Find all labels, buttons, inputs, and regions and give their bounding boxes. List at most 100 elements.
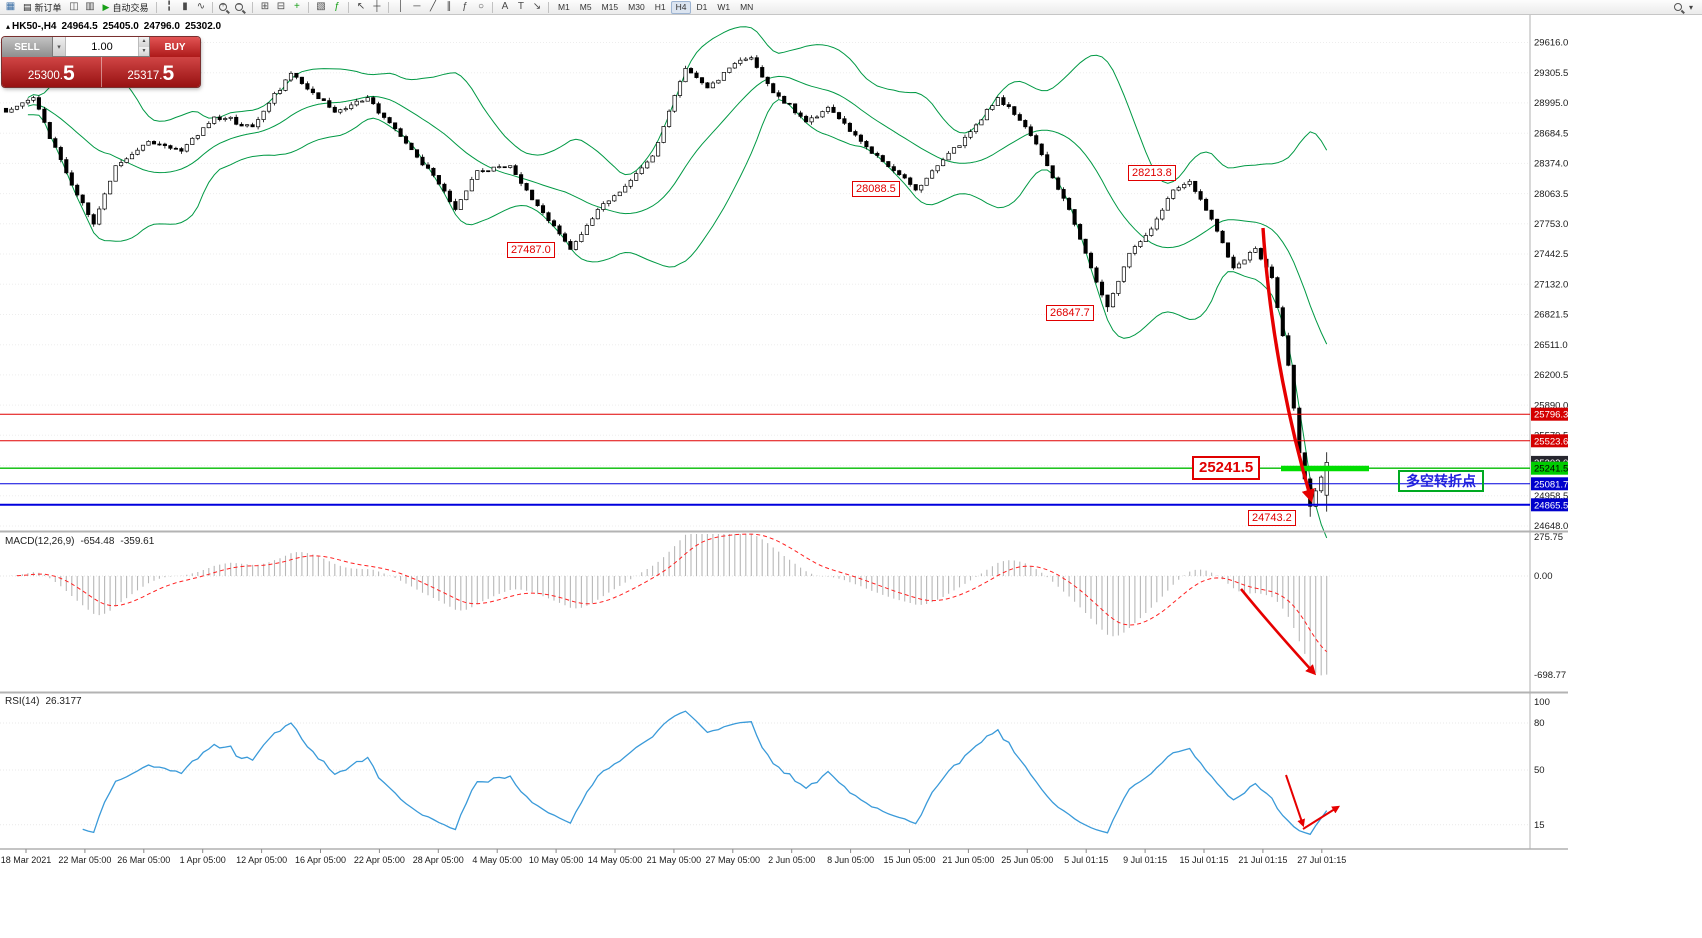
buy-price[interactable]: 25317. 5 — [100, 57, 201, 87]
symbol-icon: ▴ — [6, 22, 11, 31]
timeframe-button-m15[interactable]: M15 — [601, 2, 619, 12]
price-tick-label: 26511.0 — [1534, 340, 1568, 351]
autotrading-button[interactable]: ▶ 自动交易 — [99, 1, 153, 14]
toolbar-options-icon[interactable]: ▾ — [1688, 2, 1693, 12]
price-annotation[interactable]: 27487.0 — [507, 242, 555, 258]
line-chart-icon[interactable]: ∿ — [196, 1, 206, 12]
crosshair-icon[interactable]: ┼ — [373, 1, 381, 12]
indicators-icon[interactable]: ƒ — [334, 1, 340, 12]
chart-canvas[interactable]: 29616.0 29305.5 28995.0 28684.5 28374.0 28063… — [0, 15, 1568, 938]
price-annotation[interactable]: 24743.2 — [1248, 510, 1296, 526]
level-price-tag-text: 25523.6 — [1534, 436, 1568, 447]
zoom-sign: − — [236, 1, 242, 9]
cascade-windows-icon[interactable]: ⊟ — [276, 1, 286, 12]
charts-icon[interactable]: ▦ — [5, 1, 16, 12]
new-order-button-label: 新订单 — [34, 2, 62, 13]
symbol-period: HK50-,H4 — [12, 21, 57, 32]
note-label[interactable]: 多空转折点 — [1398, 470, 1484, 492]
rsi-tick-label: 50 — [1534, 765, 1545, 776]
sell-price[interactable]: 25300. 5 — [27, 62, 75, 86]
level-price-tag — [1531, 407, 1568, 421]
buy-button[interactable]: BUY — [150, 37, 200, 57]
level-price-tag — [1531, 434, 1568, 448]
price-annotation[interactable]: 26847.7 — [1046, 305, 1094, 321]
shapes-icon[interactable]: ○ — [477, 1, 484, 12]
text-tool-icon[interactable]: A — [501, 1, 509, 12]
volume-down-icon[interactable]: ▼ — [139, 46, 149, 56]
time-tick-label: 21 Jul 01:15 — [1238, 855, 1287, 865]
time-tick-label: 18 Mar 2021 — [1, 855, 52, 865]
volume-value[interactable]: 1.00 — [91, 40, 113, 53]
market-watch-icon[interactable]: ◫ — [69, 1, 79, 12]
zoom-out-icon[interactable]: − — [233, 1, 248, 14]
price-tick-label: 29616.0 — [1534, 38, 1568, 49]
cursor-icon[interactable]: ↖ — [356, 1, 366, 12]
price-annotation[interactable]: 28213.8 — [1128, 165, 1176, 181]
rsi-value: 26.3177 — [45, 696, 82, 707]
new-chart-icon[interactable]: + — [294, 1, 300, 12]
low-value: 24796.0 — [143, 21, 180, 32]
price-annotation[interactable]: 25241.5 — [1192, 456, 1261, 480]
new-order-button-icon: ▤ — [23, 1, 32, 12]
search-icon[interactable] — [1673, 3, 1682, 11]
bollinger-bands — [27, 26, 1328, 539]
time-tick-label: 14 May 05:00 — [588, 855, 643, 865]
new-order-button[interactable]: ▤ 新订单 — [19, 1, 66, 14]
toolbar-separator — [308, 1, 310, 13]
time-tick-label: 4 May 05:00 — [472, 855, 522, 865]
timeframe-button-m30[interactable]: M30 — [628, 2, 645, 12]
time-tick-label: 9 Jul 01:15 — [1123, 855, 1167, 865]
trend-arrow[interactable] — [1239, 588, 1317, 676]
time-tick-label: 21 May 05:00 — [647, 855, 702, 865]
templates-icon[interactable]: ▧ — [316, 1, 326, 12]
data-window-icon[interactable]: ▥ — [85, 1, 95, 12]
fibonacci-icon[interactable]: ƒ — [462, 1, 468, 12]
price-tick-label: 29305.5 — [1534, 68, 1568, 79]
tile-windows-icon[interactable]: ⊞ — [260, 1, 270, 12]
trendline-icon[interactable]: ╱ — [429, 1, 436, 12]
level-price-tag — [1531, 477, 1568, 491]
horizontal-line-icon[interactable]: ─ — [413, 1, 421, 12]
close-value: 25302.0 — [184, 21, 222, 32]
timeframe-button-mn[interactable]: MN — [740, 2, 754, 12]
time-tick-label: 25 Jun 05:00 — [1001, 855, 1053, 865]
time-tick-label: 27 May 05:00 — [706, 855, 761, 865]
label-tool-icon[interactable]: T — [517, 1, 525, 12]
price-tick-label: 28374.0 — [1534, 159, 1568, 170]
trend-arrow[interactable] — [1302, 805, 1341, 830]
price-tick-label: 28995.0 — [1534, 98, 1568, 109]
time-tick-label: 1 Apr 05:00 — [180, 855, 226, 865]
channel-icon[interactable]: ∥ — [446, 1, 452, 12]
candlestick-chart-icon[interactable]: ▮ — [182, 1, 188, 12]
time-tick-label: 22 Apr 05:00 — [354, 855, 405, 865]
vertical-line-icon[interactable]: │ — [397, 1, 405, 12]
bar-chart-icon[interactable]: ╏ — [165, 1, 172, 12]
timeframe-button-h4[interactable]: H4 — [671, 0, 691, 14]
price-annotation[interactable]: 28088.5 — [852, 181, 900, 197]
level-price-tag-text: 25796.3 — [1534, 410, 1568, 421]
timeframe-button-d1[interactable]: D1 — [696, 2, 708, 12]
timeframe-button-m5[interactable]: M5 — [579, 2, 592, 12]
toolbar-separator — [548, 1, 550, 13]
price-tick-label: 25890.0 — [1534, 400, 1568, 411]
trend-arrow[interactable] — [1261, 227, 1315, 503]
toolbar-separator — [212, 1, 214, 13]
toolbar-separator — [252, 1, 254, 13]
zoom-in-icon: + — [219, 2, 228, 11]
zoom-in-icon[interactable]: + — [217, 1, 232, 14]
sell-button[interactable]: SELL — [2, 37, 52, 57]
timeframe-button-m1[interactable]: M1 — [557, 2, 570, 12]
time-tick-label: 15 Jun 05:00 — [883, 855, 935, 865]
arrow-tools-icon[interactable]: ↘ — [532, 1, 542, 12]
high-value: 25405.0 — [102, 21, 139, 32]
trend-arrow[interactable] — [1285, 774, 1305, 828]
candlestick-series — [3, 55, 1329, 517]
volume-stepper[interactable]: ▲ ▼ — [138, 37, 149, 56]
autotrading-button-label: 自动交易 — [112, 2, 149, 13]
timeframe-button-w1[interactable]: W1 — [717, 2, 731, 12]
autotrading-button-icon: ▶ — [102, 1, 110, 12]
time-tick-label: 10 May 05:00 — [529, 855, 584, 865]
volume-up-icon[interactable]: ▲ — [139, 37, 149, 47]
timeframe-button-h1[interactable]: H1 — [654, 2, 666, 12]
volume-dropdown-icon[interactable]: ▾ — [53, 37, 66, 56]
